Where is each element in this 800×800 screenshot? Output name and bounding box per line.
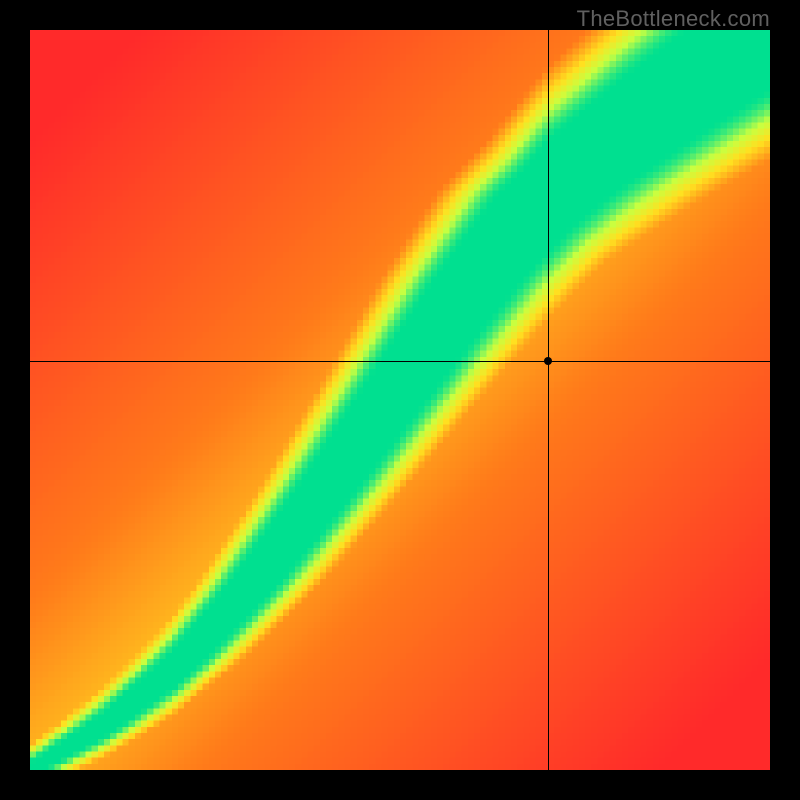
selected-point-marker: [544, 357, 552, 365]
plot-area: [30, 30, 770, 770]
watermark-text: TheBottleneck.com: [577, 6, 770, 32]
crosshair-vertical: [548, 30, 549, 770]
bottleneck-heatmap: [30, 30, 770, 770]
chart-container: TheBottleneck.com: [0, 0, 800, 800]
crosshair-horizontal: [30, 361, 770, 362]
